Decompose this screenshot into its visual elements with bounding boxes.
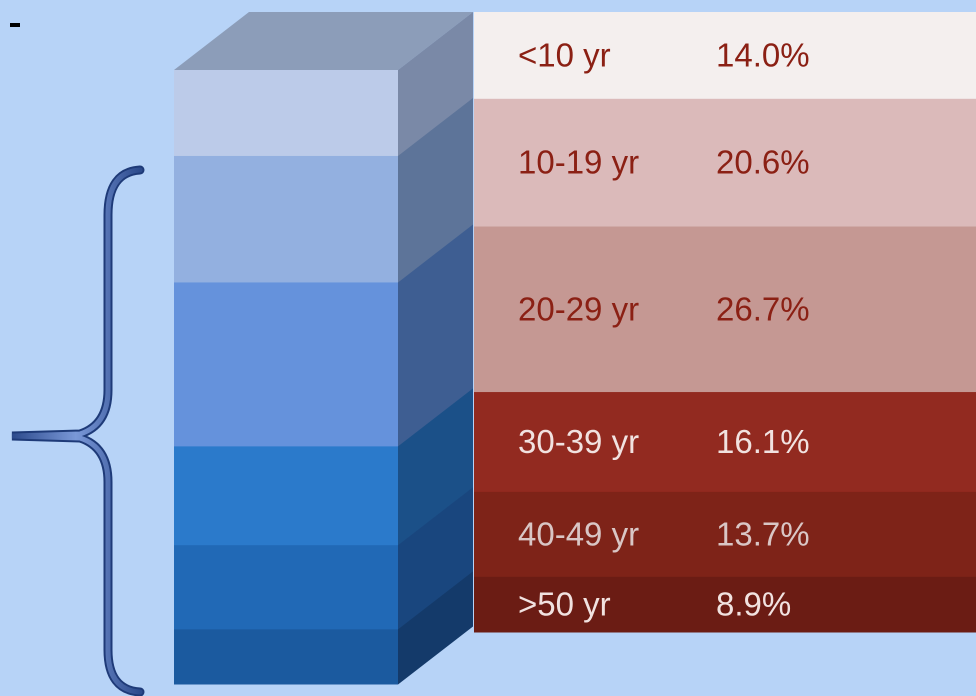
- category-label: 10-19 yr: [518, 144, 639, 181]
- dash-mark: [10, 23, 20, 27]
- category-label: 20-29 yr: [518, 290, 639, 327]
- category-label: >50 yr: [518, 585, 611, 622]
- value-label: 20.6%: [716, 144, 810, 181]
- value-label: 26.7%: [716, 290, 810, 327]
- label-band-10-19-yr: [474, 98, 976, 228]
- bar-side-40-49-yr: [398, 487, 473, 630]
- bar-segment-10-yr: [174, 70, 398, 157]
- value-label: 13.7%: [716, 515, 810, 552]
- bar-side-30-39-yr: [398, 388, 473, 546]
- bar-segment-20-29-yr: [174, 282, 398, 447]
- label-band-40-49-yr: [474, 491, 976, 578]
- curly-brace: [11, 165, 145, 696]
- category-label: 40-49 yr: [518, 515, 639, 552]
- curly-brace-highlight: [11, 167, 143, 695]
- bar-segment-10-19-yr: [174, 155, 398, 283]
- bar-side-10-19-yr: [398, 97, 473, 283]
- bar-segment-30-39-yr: [174, 446, 398, 546]
- bar-top-face: [174, 12, 473, 70]
- label-band-30-39-yr: [474, 392, 976, 493]
- value-label: 16.1%: [716, 423, 810, 460]
- category-label: <10 yr: [518, 36, 611, 73]
- value-label: 14.0%: [716, 36, 810, 73]
- bar-side-10-yr: [398, 12, 473, 157]
- label-band-10-yr: [474, 12, 976, 100]
- bar-side-50-yr: [398, 571, 473, 685]
- bar-side-20-29-yr: [398, 224, 473, 447]
- bar-segment-50-yr: [174, 629, 398, 685]
- bar-segment-40-49-yr: [174, 545, 398, 630]
- label-band-50-yr: [474, 576, 976, 633]
- value-label: 8.9%: [716, 585, 791, 622]
- category-label: 30-39 yr: [518, 423, 639, 460]
- label-band-20-29-yr: [474, 226, 976, 393]
